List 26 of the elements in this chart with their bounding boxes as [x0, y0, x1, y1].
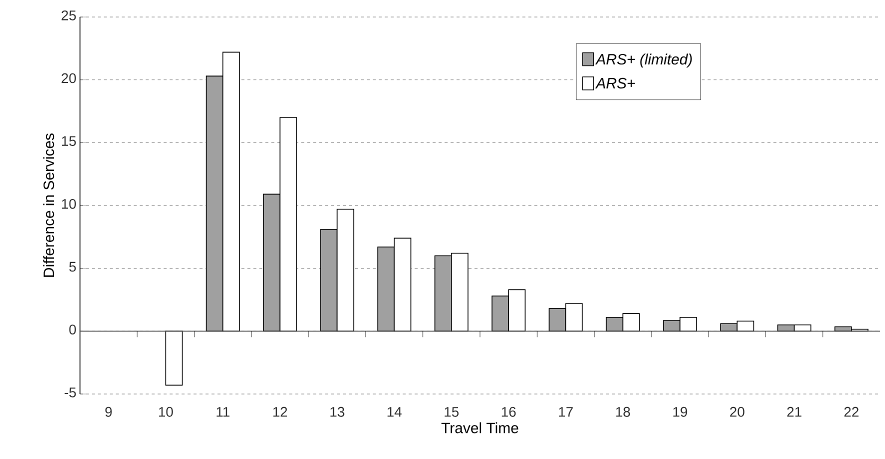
y-tick-label: 15 — [62, 136, 76, 146]
x-tick-label: 18 — [616, 406, 630, 417]
x-tick-label: 12 — [273, 406, 288, 417]
legend-label: ARS+ — [595, 78, 635, 88]
x-tick-label: 14 — [388, 407, 402, 417]
y-tick-label: 10 — [62, 198, 76, 209]
y-tick-label: -5 — [64, 388, 76, 398]
x-tick-label: 20 — [730, 406, 744, 417]
y-axis-title: Difference in Services — [43, 134, 54, 277]
y-tick-label: 0 — [69, 324, 76, 334]
x-tick-label: 22 — [844, 406, 858, 417]
x-axis-title: Travel Time — [441, 422, 518, 434]
x-tick-label: 10 — [159, 406, 173, 417]
x-tick-label: 9 — [105, 406, 112, 417]
x-tick-label: 16 — [502, 406, 516, 417]
bar — [165, 330, 183, 386]
x-tick-label: 17 — [559, 407, 573, 417]
legend-label: ARS+ (limited) — [595, 54, 692, 68]
y-tick-label: 5 — [69, 262, 76, 272]
x-tick-label: 11 — [216, 407, 230, 417]
x-tick-label: 13 — [330, 406, 344, 417]
x-tick-label: 21 — [787, 406, 802, 417]
y-tick-label: 20 — [62, 73, 76, 84]
y-tick-label: 25 — [62, 10, 76, 20]
x-tick-label: 19 — [673, 406, 688, 417]
x-tick-label: 15 — [444, 407, 459, 417]
